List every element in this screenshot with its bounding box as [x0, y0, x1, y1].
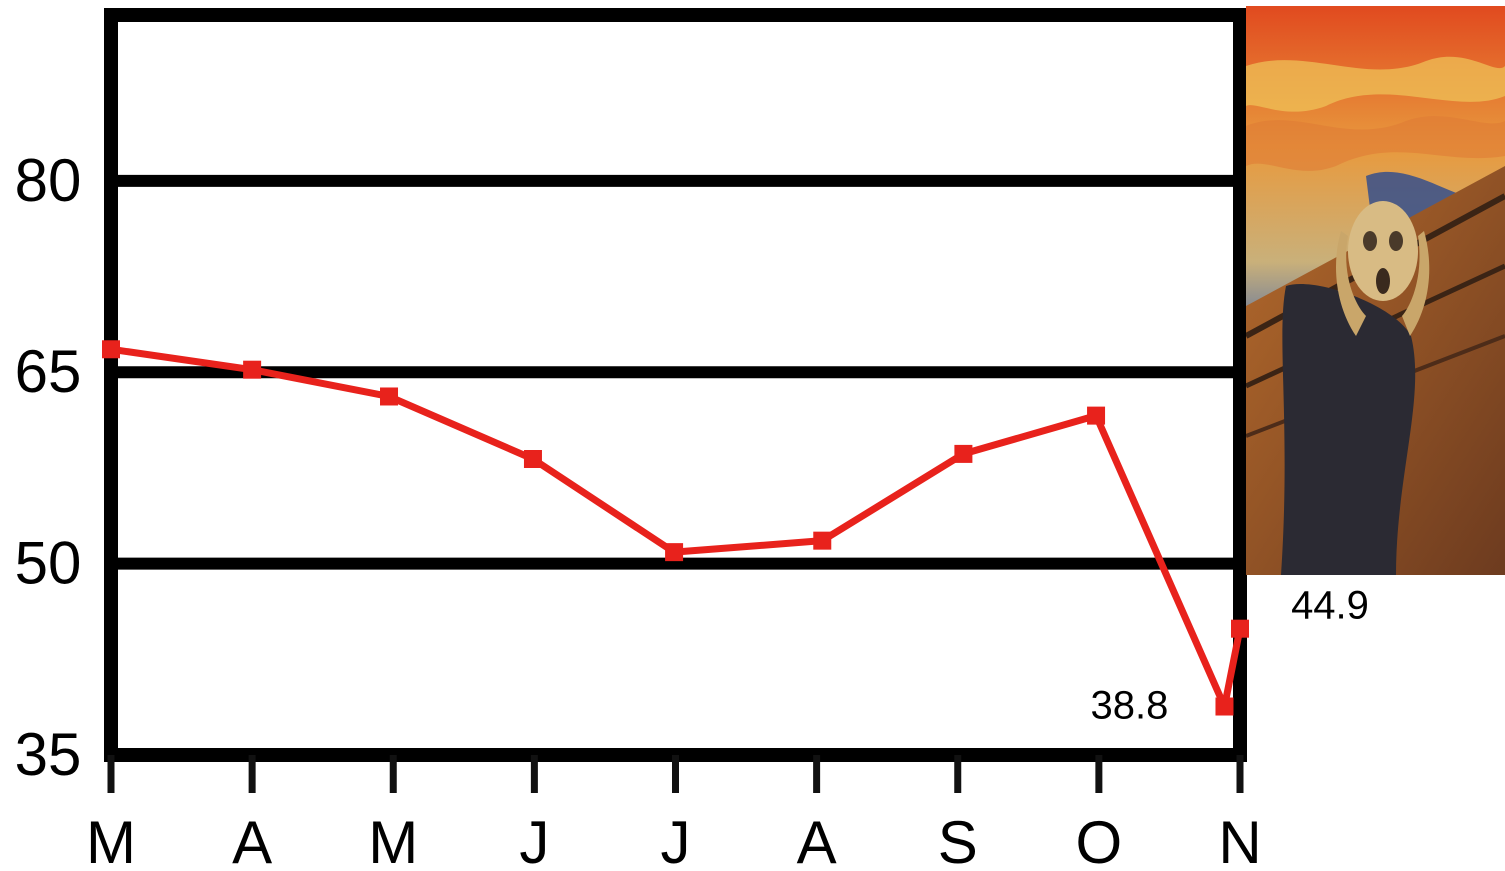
plot-frame: [104, 8, 1247, 762]
x-tick-label-3: J: [519, 809, 549, 871]
data-point-8: [1215, 697, 1234, 716]
x-tick-label-2: M: [368, 809, 418, 871]
y-tick-label-80: 80: [15, 147, 82, 214]
axes: 35 50 65 80 M A M J J A S O N: [15, 147, 1262, 871]
data-point-3: [523, 450, 542, 468]
x-tick-label-6: S: [938, 809, 978, 871]
data-point-0: [102, 340, 120, 359]
x-tick-label-0: M: [86, 809, 136, 871]
data-label-8: 38.8: [1091, 684, 1169, 728]
y-tick-label-35: 35: [15, 721, 82, 788]
data-point-7: [1087, 406, 1106, 425]
data-point-6: [954, 444, 973, 463]
y-tick-label-50: 50: [15, 530, 82, 597]
data-point-9: [1231, 619, 1249, 638]
gridlines: [111, 174, 1240, 570]
x-tick-label-7: O: [1076, 809, 1123, 871]
x-tick-label-4: J: [661, 809, 691, 871]
data-labels: 38.8 44.9: [1091, 584, 1369, 728]
y-tick-label-65: 65: [15, 338, 82, 405]
data-label-9: 44.9: [1291, 584, 1369, 628]
x-tick-label-5: A: [797, 809, 837, 871]
data-point-1: [243, 360, 262, 379]
x-tick-label-1: A: [232, 809, 272, 871]
plot-border: [104, 8, 1247, 762]
data-point-2: [380, 387, 399, 406]
series-line-0: [110, 345, 1244, 711]
x-tick-label-8: N: [1218, 809, 1261, 871]
data-point-5: [813, 531, 832, 550]
data-point-4: [665, 543, 684, 562]
series-line-layer: [102, 340, 1249, 716]
scream-painting-image: [1246, 6, 1505, 575]
